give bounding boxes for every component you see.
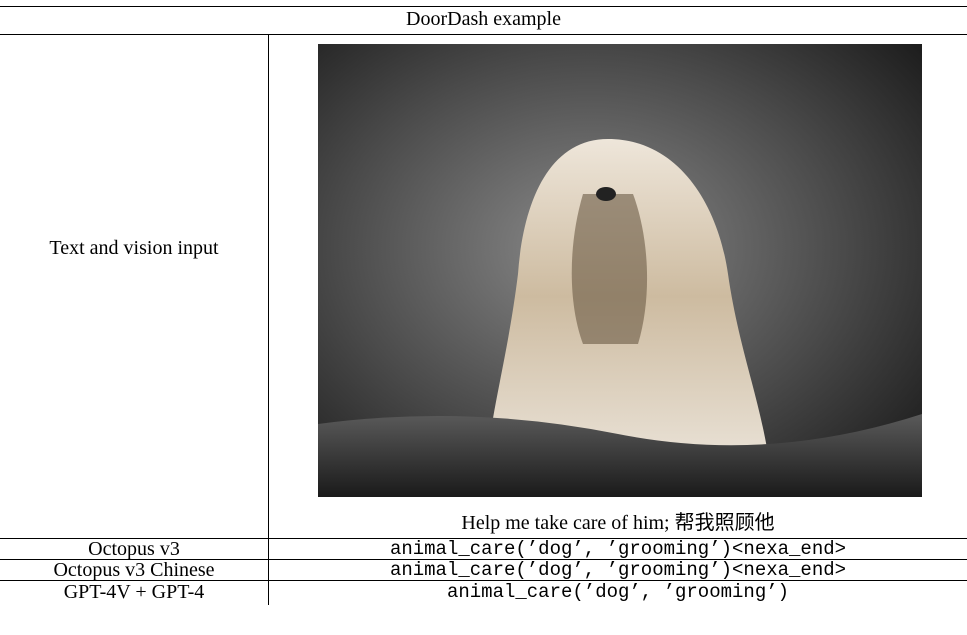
model-output: animal_care(’dog’, ’grooming’) [446,581,790,603]
rule [0,6,967,7]
column-rule [268,35,269,605]
row-label: Text and vision input [49,237,219,259]
rule [0,34,967,35]
rule [0,538,967,539]
prompt: Help me take care of him; 帮我照顾他 [461,512,775,534]
table-title: DoorDash example [406,8,561,30]
row-label: Octopus v3 [88,538,180,560]
model-output: animal_care(’dog’, ’grooming’)<nexa_end> [389,538,847,560]
row-label: GPT-4V + GPT-4 [63,581,205,603]
rule [0,580,967,581]
rule [0,559,967,560]
row-label: Octopus v3 Chinese [53,559,215,581]
model-output: animal_care(’dog’, ’grooming’)<nexa_end> [389,559,847,581]
input-image [318,44,922,497]
